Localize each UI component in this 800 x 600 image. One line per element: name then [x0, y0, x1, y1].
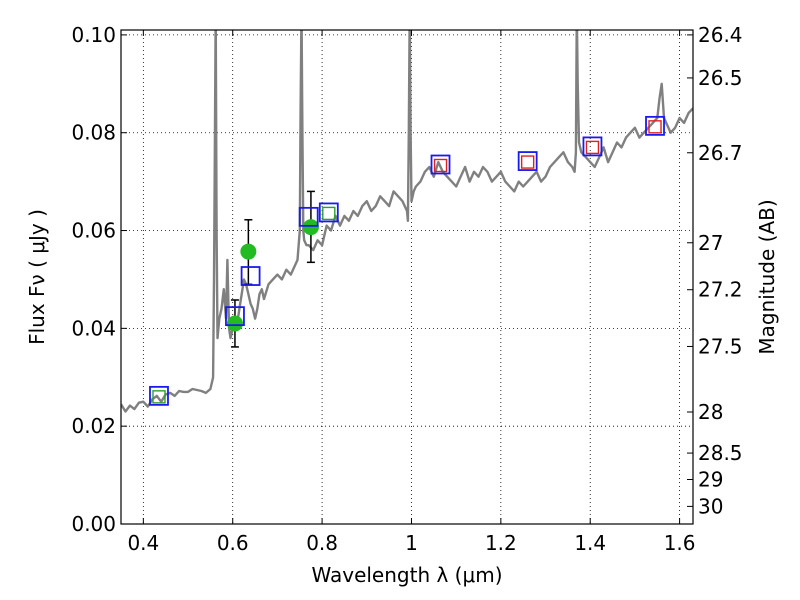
synthetic-photometry-marker	[240, 266, 261, 286]
y-tick-label: 0.10	[71, 23, 116, 47]
y-tick-label: 0.06	[71, 219, 116, 243]
synthetic-photometry-marker	[517, 151, 538, 171]
synthetic-photometry-marker	[582, 136, 603, 157]
x-tick-label: 1	[405, 531, 418, 555]
photometry-point	[240, 243, 257, 260]
y2-tick-label: 26.7	[698, 141, 743, 165]
y-tick-label: 0.00	[71, 512, 116, 536]
y2-tick-label: 30	[698, 494, 723, 518]
plot-frame	[120, 29, 694, 525]
model-flux-marker	[648, 120, 662, 134]
synthetic-photometry-marker	[318, 202, 339, 223]
spectrum-line	[121, 30, 693, 413]
y-tick-label: 0.02	[71, 414, 116, 438]
model-flux-marker	[585, 140, 600, 155]
photometry-point	[226, 315, 243, 332]
model-flux-marker	[433, 158, 448, 173]
y2-tick-label: 26.5	[698, 66, 743, 90]
x-axis-title: Wavelength λ (μm)	[311, 563, 502, 587]
y-tick-label: 0.08	[71, 121, 116, 145]
ticks: 0.4 0.6 0.8 1 1.2 1.4 1.6 0.00 0.02 0.04 0.06 0.08 0…	[71, 23, 742, 555]
y2-tick-label: 26.4	[698, 23, 743, 47]
x-tick-label: 1.2	[485, 531, 517, 555]
synthetic-photometry-marker	[225, 306, 245, 327]
y2-axis-title: Magnitude (AB)	[755, 199, 779, 354]
x-tick-label: 1.6	[664, 531, 696, 555]
y2-tick-label: 27	[698, 231, 723, 255]
y2-tick-label: 29	[698, 467, 723, 491]
synthetic-photometry-marker	[149, 385, 169, 406]
x-tick-label: 0.4	[127, 531, 159, 555]
x-tick-label: 0.8	[306, 531, 338, 555]
y-axis-title: Flux Fν ( μJy )	[25, 209, 49, 345]
y2-tick-label: 28	[698, 400, 723, 424]
model-flux-marker	[520, 155, 535, 169]
model-flux-marker	[152, 390, 166, 404]
synthetic-photometry-marker	[645, 115, 665, 136]
y2-tick-label: 27.5	[698, 334, 743, 358]
photometry-point	[302, 219, 319, 236]
data-layer	[121, 30, 693, 413]
x-tick-label: 1.4	[574, 531, 606, 555]
x-tick-label: 0.6	[217, 531, 249, 555]
y2-tick-label: 28.5	[698, 441, 743, 465]
synthetic-photometry-marker	[298, 206, 319, 227]
plot-area	[121, 30, 693, 524]
y-tick-label: 0.04	[71, 316, 116, 340]
y2-tick-label: 27.2	[698, 278, 743, 302]
model-flux-marker	[322, 206, 336, 221]
synthetic-photometry-marker	[430, 154, 451, 175]
